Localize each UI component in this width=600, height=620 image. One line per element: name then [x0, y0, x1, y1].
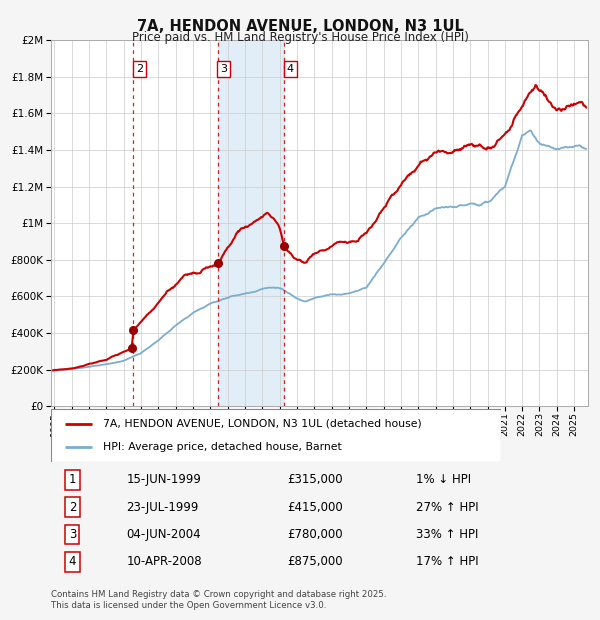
Text: HPI: Average price, detached house, Barnet: HPI: Average price, detached house, Barn…	[103, 442, 341, 452]
Text: 27% ↑ HPI: 27% ↑ HPI	[416, 501, 479, 513]
Text: 23-JUL-1999: 23-JUL-1999	[126, 501, 199, 513]
Text: 2: 2	[136, 64, 143, 74]
Bar	[218, 40, 284, 406]
Text: 3: 3	[220, 64, 227, 74]
Text: £875,000: £875,000	[287, 556, 343, 568]
Text: 17% ↑ HPI: 17% ↑ HPI	[416, 556, 479, 568]
Text: £780,000: £780,000	[287, 528, 343, 541]
Text: £415,000: £415,000	[287, 501, 343, 513]
Text: 7A, HENDON AVENUE, LONDON, N3 1UL: 7A, HENDON AVENUE, LONDON, N3 1UL	[137, 19, 463, 33]
Text: 3: 3	[69, 528, 76, 541]
Text: Contains HM Land Registry data © Crown copyright and database right 2025.
This d: Contains HM Land Registry data © Crown c…	[51, 590, 386, 609]
Text: 1: 1	[69, 474, 76, 486]
Text: 2: 2	[69, 501, 76, 513]
Text: Price paid vs. HM Land Registry's House Price Index (HPI): Price paid vs. HM Land Registry's House …	[131, 31, 469, 44]
Text: 04-JUN-2004: 04-JUN-2004	[126, 528, 201, 541]
Text: 33% ↑ HPI: 33% ↑ HPI	[416, 528, 479, 541]
Text: 7A, HENDON AVENUE, LONDON, N3 1UL (detached house): 7A, HENDON AVENUE, LONDON, N3 1UL (detac…	[103, 419, 421, 429]
Text: £315,000: £315,000	[287, 474, 343, 486]
Text: 15-JUN-1999: 15-JUN-1999	[126, 474, 201, 486]
Text: 4: 4	[287, 64, 294, 74]
Text: 10-APR-2008: 10-APR-2008	[126, 556, 202, 568]
Text: 1% ↓ HPI: 1% ↓ HPI	[416, 474, 471, 486]
Text: 4: 4	[69, 556, 76, 568]
